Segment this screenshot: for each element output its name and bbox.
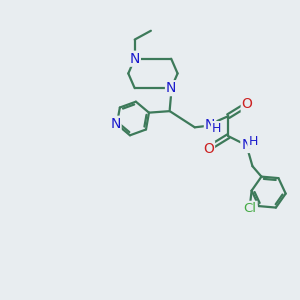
Text: O: O <box>203 142 214 155</box>
Text: Cl: Cl <box>244 202 257 215</box>
Text: O: O <box>242 98 253 111</box>
Text: N: N <box>205 118 215 132</box>
Text: N: N <box>242 138 252 152</box>
Text: N: N <box>166 81 176 95</box>
Text: H: H <box>248 135 258 148</box>
Text: H: H <box>212 122 221 135</box>
Text: N: N <box>130 52 140 66</box>
Text: N: N <box>110 117 121 131</box>
